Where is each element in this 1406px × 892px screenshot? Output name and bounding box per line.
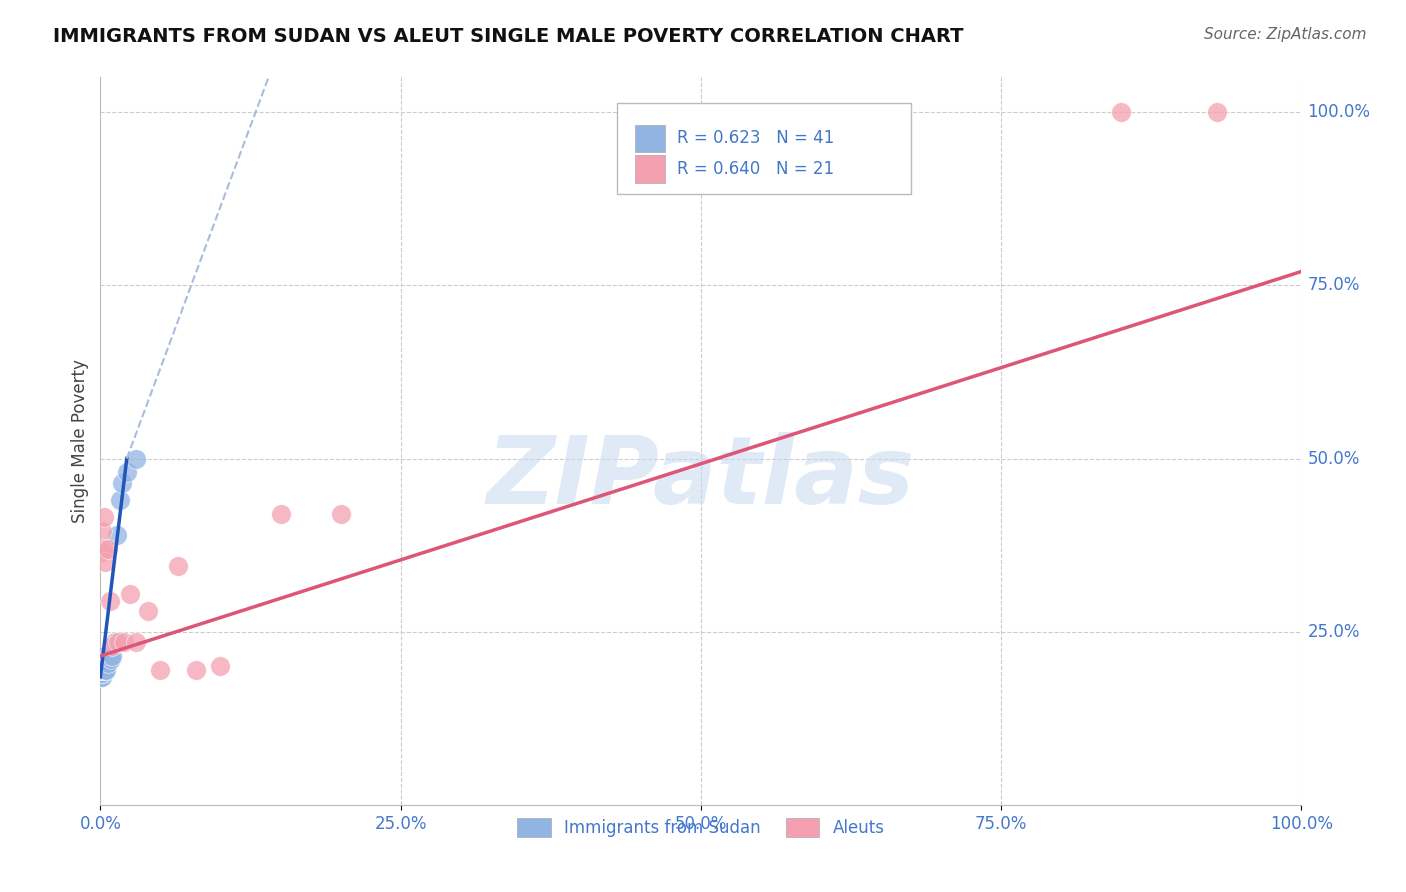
- Point: [125, 635, 148, 649]
- Point: [100, 652, 122, 666]
- Text: R = 0.623   N = 41: R = 0.623 N = 41: [676, 129, 834, 147]
- Point: [90, 663, 112, 677]
- Point: [90, 652, 112, 666]
- Point: [101, 648, 124, 663]
- Text: 75.0%: 75.0%: [1308, 277, 1360, 294]
- Point: [96, 656, 118, 670]
- FancyBboxPatch shape: [636, 125, 665, 153]
- Text: 100.0%: 100.0%: [1308, 103, 1371, 121]
- Point: [93, 652, 115, 666]
- Point: [90, 524, 112, 539]
- Point: [107, 635, 129, 649]
- Point: [90, 659, 112, 673]
- Point: [98, 593, 121, 607]
- Point: [96, 663, 118, 677]
- Point: [90, 659, 112, 673]
- Point: [105, 528, 128, 542]
- Point: [167, 558, 190, 573]
- Point: [186, 663, 208, 677]
- Point: [91, 663, 114, 677]
- Point: [93, 648, 115, 663]
- Point: [98, 648, 121, 663]
- Legend: Immigrants from Sudan, Aleuts: Immigrants from Sudan, Aleuts: [510, 812, 891, 844]
- Point: [96, 541, 118, 556]
- Y-axis label: Single Male Poverty: Single Male Poverty: [72, 359, 89, 524]
- Point: [120, 587, 142, 601]
- Point: [90, 652, 112, 666]
- Text: ZIPatlas: ZIPatlas: [486, 432, 915, 524]
- Point: [111, 475, 134, 490]
- Point: [91, 663, 114, 677]
- Point: [91, 659, 114, 673]
- Point: [138, 604, 160, 618]
- Point: [90, 666, 112, 681]
- Point: [94, 556, 117, 570]
- FancyBboxPatch shape: [617, 103, 911, 194]
- Point: [90, 663, 112, 677]
- Text: R = 0.640   N = 21: R = 0.640 N = 21: [676, 161, 834, 178]
- Point: [112, 635, 135, 649]
- Point: [94, 663, 117, 677]
- Point: [125, 451, 148, 466]
- Point: [90, 666, 112, 681]
- Point: [91, 659, 114, 673]
- Point: [329, 507, 352, 521]
- Point: [91, 541, 114, 556]
- Point: [93, 656, 115, 670]
- Point: [115, 466, 138, 480]
- Point: [97, 648, 120, 663]
- FancyBboxPatch shape: [636, 155, 665, 183]
- Point: [91, 659, 114, 673]
- Point: [90, 666, 112, 681]
- Point: [90, 663, 112, 677]
- Text: IMMIGRANTS FROM SUDAN VS ALEUT SINGLE MALE POVERTY CORRELATION CHART: IMMIGRANTS FROM SUDAN VS ALEUT SINGLE MA…: [53, 27, 965, 45]
- Point: [91, 545, 114, 559]
- Point: [91, 652, 114, 666]
- Point: [149, 663, 172, 677]
- Point: [93, 656, 115, 670]
- Point: [93, 510, 115, 524]
- Point: [90, 670, 112, 684]
- Text: Source: ZipAtlas.com: Source: ZipAtlas.com: [1204, 27, 1367, 42]
- Point: [90, 670, 112, 684]
- Point: [90, 663, 112, 677]
- Text: 25.0%: 25.0%: [1308, 623, 1360, 640]
- Point: [1206, 105, 1229, 120]
- Point: [209, 659, 232, 673]
- Point: [270, 507, 292, 521]
- Point: [90, 659, 112, 673]
- Point: [101, 639, 124, 653]
- Point: [91, 652, 114, 666]
- Text: 50.0%: 50.0%: [1308, 450, 1360, 467]
- Point: [91, 663, 114, 677]
- Point: [104, 635, 127, 649]
- Point: [91, 663, 114, 677]
- Point: [1111, 105, 1133, 120]
- Point: [91, 652, 114, 666]
- Point: [108, 493, 131, 508]
